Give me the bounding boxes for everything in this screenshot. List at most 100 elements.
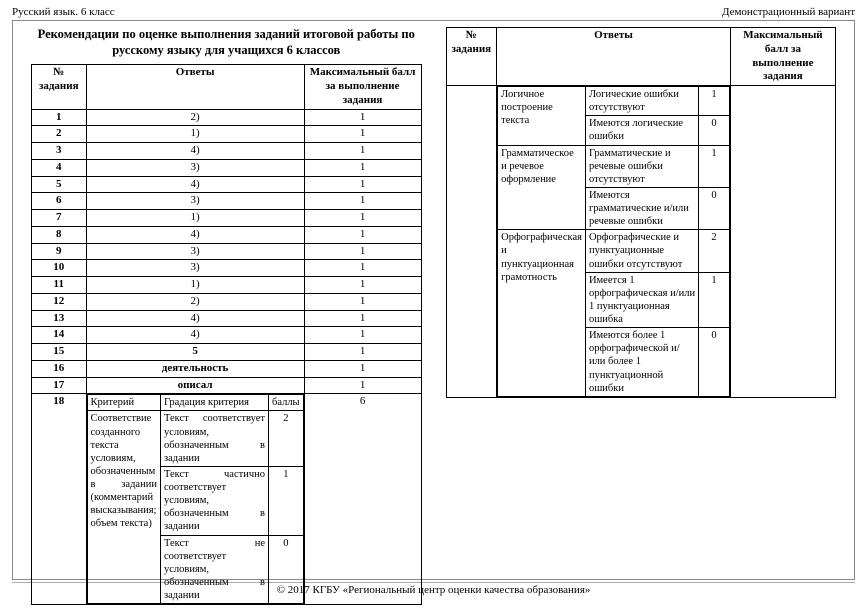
cell-answer: описал — [86, 377, 304, 394]
right-crit-level: Имеются логические ошибки — [585, 116, 698, 145]
content-frame: Рекомендации по оценке выполнения задани… — [12, 20, 855, 580]
table-row: 63)1 — [32, 193, 422, 210]
crit-pts: 1 — [268, 466, 303, 535]
cell-num: 5 — [32, 176, 87, 193]
doc-title: Рекомендации по оценке выполнения задани… — [31, 27, 422, 58]
cell-num: 16 — [32, 360, 87, 377]
cell-score: 1 — [304, 210, 421, 227]
right-criteria-table: Логичное построение текстаЛогические оши… — [497, 86, 730, 397]
col-max: Максимальный балл за выполнение задания — [304, 65, 421, 109]
cell-score: 1 — [304, 260, 421, 277]
right-crit-row: Логичное построение текстаЛогические оши… — [498, 87, 730, 116]
page: Русский язык. 6 класс Демонстрационный в… — [0, 0, 867, 610]
table-row: 12)1 — [32, 109, 422, 126]
cell-score: 1 — [304, 226, 421, 243]
crit-name: Соответствие созданного текста условиям,… — [87, 411, 160, 604]
header-right: Демонстрационный вариант — [722, 6, 855, 18]
cell-answer: 5 — [86, 344, 304, 361]
cell-score: 1 — [304, 377, 421, 394]
cell-score: 6 — [304, 394, 421, 605]
right-crit-pts: 1 — [699, 272, 730, 328]
cell-num: 3 — [32, 143, 87, 160]
cell-score: 1 — [304, 193, 421, 210]
cell-answer: 2) — [86, 109, 304, 126]
cell-score: 1 — [304, 277, 421, 294]
table-row: 21)1 — [32, 126, 422, 143]
cell-num: 15 — [32, 344, 87, 361]
cell-score: 1 — [304, 243, 421, 260]
col-max-r: Максимальный балл за выполнение задания — [730, 28, 835, 86]
table-row: 17описал1 — [32, 377, 422, 394]
crit-level: Текст частично соответствует условиям, о… — [160, 466, 268, 535]
cell-answer: 4) — [86, 176, 304, 193]
cell-score: 1 — [304, 293, 421, 310]
cell-answer: 3) — [86, 260, 304, 277]
cell-score: 1 — [304, 176, 421, 193]
cell-nested: КритерийГрадация критериябаллыСоответств… — [86, 394, 304, 605]
answers-table-right: № задания Ответы Максимальный балл за вы… — [446, 27, 837, 398]
cell-answer: 3) — [86, 243, 304, 260]
cell-num: 17 — [32, 377, 87, 394]
crit-level: Текст не соответствует условиям, обознач… — [160, 535, 268, 604]
table-row: 43)1 — [32, 159, 422, 176]
right-crit-pts: 1 — [699, 87, 730, 116]
page-header: Русский язык. 6 класс Демонстрационный в… — [12, 6, 855, 18]
cell-num: 10 — [32, 260, 87, 277]
right-crit-pts: 2 — [699, 230, 730, 272]
cell-answer: 1) — [86, 126, 304, 143]
right-num-empty — [446, 86, 497, 398]
right-column: № задания Ответы Максимальный балл за вы… — [446, 27, 837, 573]
cell-num: 12 — [32, 293, 87, 310]
header-left: Русский язык. 6 класс — [12, 6, 115, 18]
right-crit-row: Орфографическая и пунктуационная грамотн… — [498, 230, 730, 272]
cell-score: 1 — [304, 159, 421, 176]
right-crit-pts: 0 — [699, 187, 730, 229]
col-num: № задания — [32, 65, 87, 109]
right-crit-row: Грамматическое и речевое оформлениеГрамм… — [498, 145, 730, 187]
table-row: 54)1 — [32, 176, 422, 193]
crit-level: Текст соответствует условиям, обозначенн… — [160, 411, 268, 467]
table-row: 71)1 — [32, 210, 422, 227]
table-row: 84)1 — [32, 226, 422, 243]
cell-answer: 4) — [86, 310, 304, 327]
cell-answer: 1) — [86, 277, 304, 294]
table-row: 144)1 — [32, 327, 422, 344]
table-row-18: 18КритерийГрадация критериябаллыСоответс… — [32, 394, 422, 605]
right-crit-name: Грамматическое и речевое оформление — [498, 145, 586, 230]
cell-num: 7 — [32, 210, 87, 227]
table-row: 34)1 — [32, 143, 422, 160]
cell-num: 2 — [32, 126, 87, 143]
cell-num: 8 — [32, 226, 87, 243]
table-row: 93)1 — [32, 243, 422, 260]
cell-num: 11 — [32, 277, 87, 294]
right-crit-name: Логичное построение текста — [498, 87, 586, 146]
criteria-inner-table: КритерийГрадация критериябаллыСоответств… — [87, 394, 304, 604]
right-crit-name: Орфографическая и пунктуационная грамотн… — [498, 230, 586, 397]
cell-answer: 2) — [86, 293, 304, 310]
right-crit-level: Имеются более 1 орфографической и/или бо… — [585, 328, 698, 397]
right-crit-pts: 1 — [699, 145, 730, 187]
cell-score: 1 — [304, 344, 421, 361]
cell-answer: 4) — [86, 226, 304, 243]
cell-answer: 1) — [86, 210, 304, 227]
right-crit-level: Логические ошибки отсутствуют — [585, 87, 698, 116]
col-num-r: № задания — [446, 28, 497, 86]
right-crit-level: Имеется 1 орфографическая и/или 1 пункту… — [585, 272, 698, 328]
cell-num: 6 — [32, 193, 87, 210]
table-row: 111)1 — [32, 277, 422, 294]
left-column: Рекомендации по оценке выполнения задани… — [31, 27, 422, 573]
right-crit-level: Имеются грамматические и/или речевые оши… — [585, 187, 698, 229]
right-crit-level: Орфографические и пунктуационные ошибки … — [585, 230, 698, 272]
cell-answer: деятельность — [86, 360, 304, 377]
table-row: 1551 — [32, 344, 422, 361]
cell-score: 1 — [304, 327, 421, 344]
inner-h-grad: Градация критерия — [160, 395, 268, 411]
cell-score: 1 — [304, 126, 421, 143]
crit-pts: 2 — [268, 411, 303, 467]
crit-pts: 0 — [268, 535, 303, 604]
cell-score: 1 — [304, 109, 421, 126]
cell-answer: 4) — [86, 327, 304, 344]
table-row: 16деятельность1 — [32, 360, 422, 377]
cell-num: 9 — [32, 243, 87, 260]
right-crit-level: Грамматические и речевые ошибки отсутств… — [585, 145, 698, 187]
